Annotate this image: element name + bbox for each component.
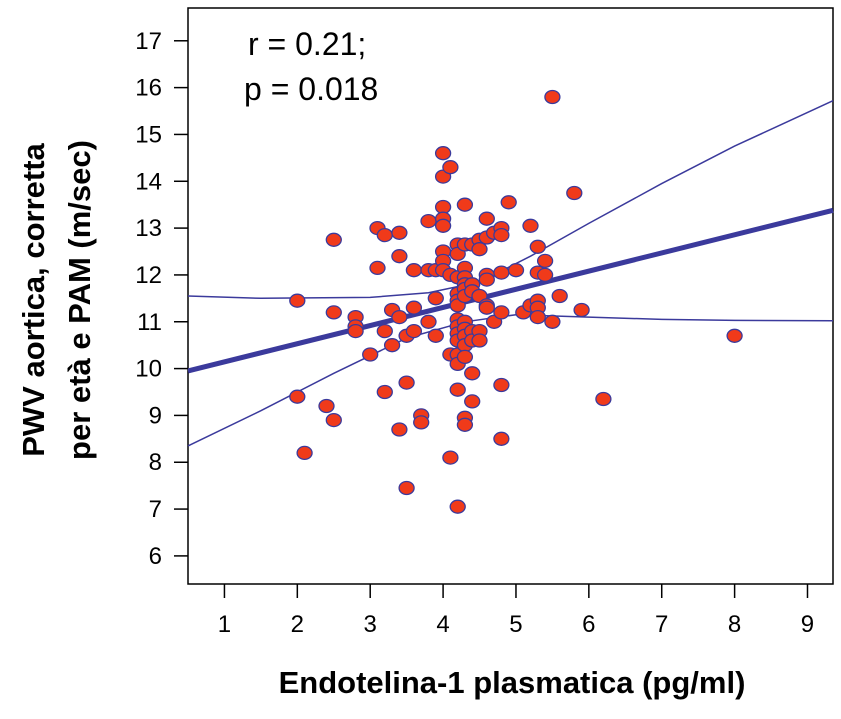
data-point (325, 412, 342, 428)
data-point (464, 394, 481, 409)
x-tick-label: 3 (364, 611, 377, 638)
data-point (529, 309, 546, 325)
data-point (405, 300, 423, 315)
data-point (566, 185, 583, 201)
x-tick-label: 8 (728, 611, 741, 638)
data-point (471, 242, 488, 257)
data-point (456, 197, 474, 212)
data-point (369, 260, 386, 276)
data-point (398, 375, 415, 390)
y-axis-title-line-1: PWV aortica, corretta (16, 142, 51, 456)
y-tick-label: 6 (149, 543, 162, 570)
data-point (507, 263, 525, 278)
y-tick-label: 9 (149, 402, 162, 429)
data-point (362, 347, 379, 362)
data-point (391, 422, 408, 437)
data-point (493, 265, 510, 280)
data-point (493, 305, 510, 320)
data-point (289, 389, 306, 404)
data-point (296, 445, 313, 461)
data-point (442, 160, 459, 175)
data-point (289, 293, 306, 308)
data-point (325, 305, 342, 320)
data-point (536, 267, 554, 283)
data-point (544, 89, 561, 105)
data-point (529, 239, 546, 254)
data-point (405, 263, 423, 278)
x-tick-label: 2 (291, 611, 304, 638)
data-point (478, 300, 495, 315)
data-point (405, 323, 423, 339)
data-point (376, 323, 393, 339)
data-point (427, 328, 444, 343)
y-tick-label: 13 (135, 215, 162, 242)
y-tick-label: 10 (135, 356, 162, 383)
data-point (464, 366, 481, 381)
data-point (442, 450, 459, 465)
data-point (427, 291, 444, 306)
x-tick-label: 5 (509, 611, 522, 638)
y-tick-label: 8 (149, 449, 162, 476)
data-point (434, 146, 452, 161)
data-point (595, 391, 612, 407)
data-point (391, 249, 408, 264)
x-tick-label: 6 (582, 611, 595, 638)
x-tick-label: 4 (436, 611, 449, 638)
x-axis-title: Endotelina-1 plasmatica (pg/ml) (279, 665, 746, 700)
data-point (471, 333, 488, 348)
data-point (478, 272, 495, 287)
data-point (325, 232, 342, 247)
x-tick-label: 9 (801, 611, 814, 638)
annotation-p: p = 0.018 (244, 71, 378, 107)
y-tick-label: 7 (149, 496, 162, 523)
data-point (478, 211, 495, 226)
data-point (493, 377, 510, 393)
data-point (347, 323, 364, 339)
x-tick-label: 1 (218, 611, 231, 638)
data-point (391, 225, 408, 240)
data-point (449, 382, 466, 397)
annotation-r: r = 0.21; (248, 26, 366, 62)
data-point (376, 384, 393, 400)
y-axis-title-line-2: per età e PAM (m/sec) (62, 140, 97, 460)
regression-line (187, 207, 834, 374)
data-point (391, 309, 408, 325)
regression-line-group (187, 207, 834, 374)
data-point (573, 302, 590, 318)
data-point (413, 415, 430, 430)
data-point (376, 227, 393, 243)
data-point (420, 314, 437, 329)
data-point (456, 349, 474, 365)
data-point (420, 213, 437, 229)
y-tick-label: 12 (135, 262, 162, 289)
y-tick-label: 11 (137, 309, 162, 336)
data-points (289, 89, 743, 514)
data-point (493, 431, 510, 446)
y-axis: 6 7 8 9 10 11 12 13 14 15 16 17 (135, 28, 188, 570)
data-point (536, 253, 554, 269)
data-point (398, 480, 415, 496)
y-tick-label: 17 (135, 28, 162, 55)
data-point (522, 218, 539, 233)
data-point (434, 218, 452, 233)
data-point (544, 314, 561, 329)
y-tick-label: 15 (135, 121, 162, 148)
data-point (500, 195, 517, 210)
data-point (383, 338, 401, 353)
data-point (726, 328, 743, 343)
y-tick-label: 16 (135, 75, 162, 102)
data-point (318, 398, 335, 414)
data-point (551, 288, 568, 304)
data-point (456, 417, 474, 432)
x-axis: 1 2 3 4 5 6 7 8 9 (218, 584, 814, 638)
data-point (493, 227, 510, 243)
x-tick-label: 7 (655, 611, 668, 638)
data-point (449, 499, 466, 514)
y-tick-label: 14 (135, 168, 162, 195)
